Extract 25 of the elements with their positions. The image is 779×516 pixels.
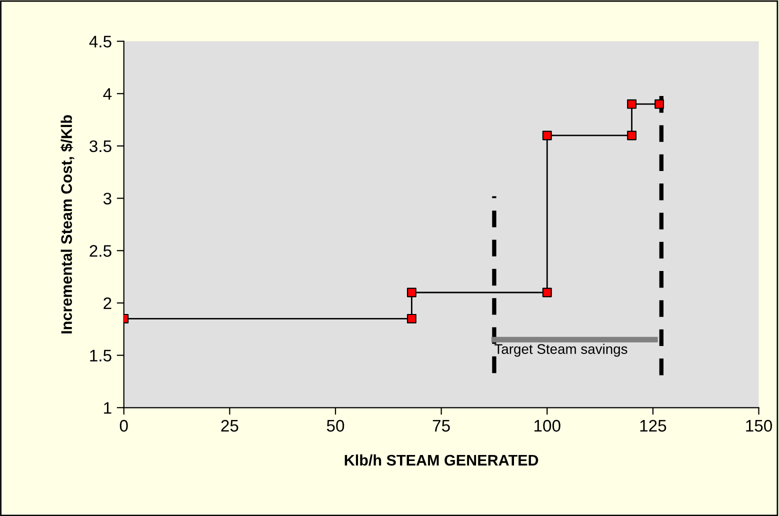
x-tick-label: 125 [640, 420, 666, 432]
x-tick-label: 0 [120, 420, 128, 432]
y-axis-title: Incremental Steam Cost, $/Klb [60, 115, 74, 334]
y-tick-label: 4 [103, 88, 112, 100]
point [627, 130, 636, 140]
x-tick-label: 25 [221, 420, 238, 432]
y-tick-label: 1 [104, 402, 112, 414]
point [406, 314, 416, 324]
point [542, 130, 552, 140]
x-tick-label: 100 [534, 420, 560, 432]
x-tick-label: 75 [432, 420, 450, 432]
point [627, 99, 636, 109]
y-tick-label: 2 [104, 297, 112, 310]
y-tick-label: 2.5 [90, 245, 112, 257]
point [654, 99, 664, 109]
point [406, 288, 416, 298]
x-tick-label: 50 [326, 420, 344, 432]
y-tick-label: 3 [103, 192, 112, 204]
point [542, 288, 552, 298]
annotation: Target Steam savings [494, 344, 628, 357]
y-tick-label: 3.5 [90, 140, 112, 152]
y-tick-label: 1.5 [90, 350, 112, 362]
x-tick-label: 150 [746, 420, 772, 432]
y-tick-label: 4.5 [89, 36, 112, 48]
x-axis-title: Klb/h STEAM GENERATED [344, 454, 538, 466]
